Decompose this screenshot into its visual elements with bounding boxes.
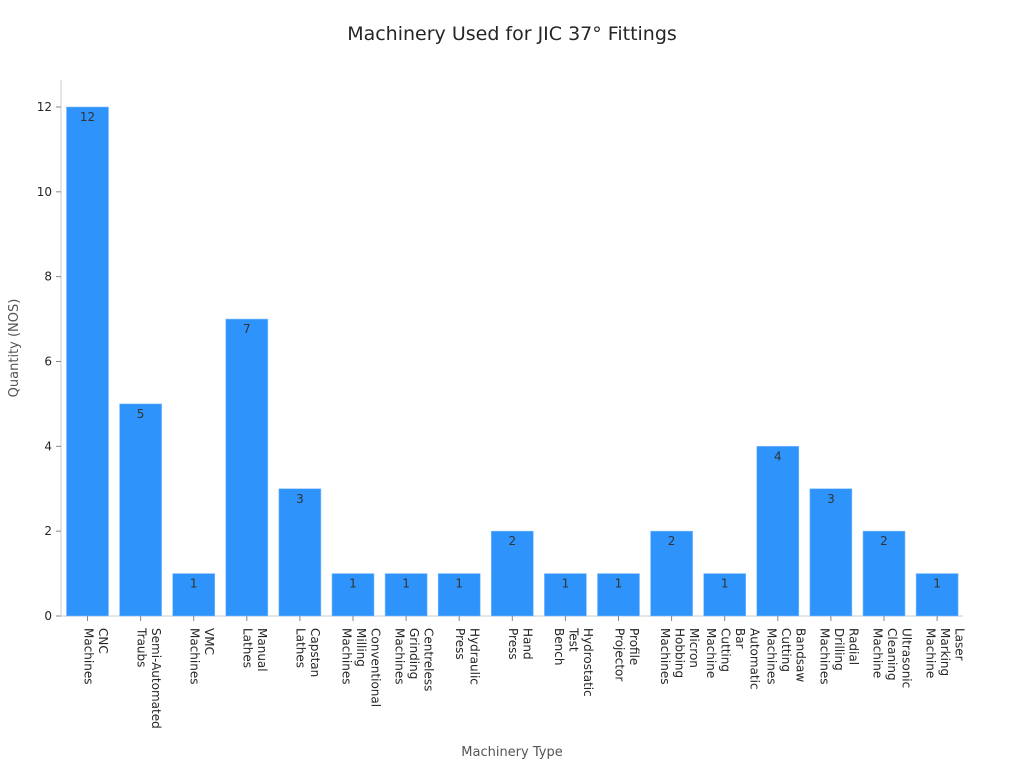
data-label: 2 xyxy=(880,534,888,548)
bar xyxy=(119,403,162,617)
bar xyxy=(544,573,587,617)
x-axis-label: Machinery Type xyxy=(461,745,562,760)
data-label: 3 xyxy=(296,492,304,506)
data-label: 1 xyxy=(455,577,463,591)
bar xyxy=(756,446,800,617)
data-label: 1 xyxy=(349,577,357,591)
data-label: 2 xyxy=(668,534,676,548)
bar xyxy=(650,530,693,617)
bar xyxy=(278,488,322,617)
y-tick-label: 10 xyxy=(37,185,52,199)
bar xyxy=(597,573,640,617)
data-label: 4 xyxy=(774,449,782,463)
data-label: 3 xyxy=(827,492,835,506)
x-tick-label: VMCMachines xyxy=(187,628,216,684)
bar xyxy=(915,573,959,617)
x-tick-label: HandPress xyxy=(506,628,535,660)
bar xyxy=(703,573,747,617)
x-tick-label: UltrasonicCleaningMachine xyxy=(871,628,914,688)
data-label: 1 xyxy=(615,577,623,591)
data-label: 1 xyxy=(190,577,198,591)
bar xyxy=(225,318,269,617)
x-tick-label: HydrostaticTestBench xyxy=(552,627,595,697)
x-tick-label: ConventionalMillingMachines xyxy=(340,628,383,707)
x-tick-label: HydraulicPress xyxy=(453,628,482,685)
bar xyxy=(172,573,215,617)
x-tick-label: RadialDrillingMachines xyxy=(817,628,860,684)
data-label: 1 xyxy=(562,577,570,591)
bar xyxy=(862,530,906,617)
chart-title: Machinery Used for JIC 37° Fittings xyxy=(347,23,677,45)
data-label: 7 xyxy=(243,322,251,336)
y-tick-label: 6 xyxy=(44,355,52,369)
data-label: 2 xyxy=(508,534,516,548)
y-tick-label: 2 xyxy=(44,524,52,538)
x-tick-label: ProfileProjector xyxy=(612,628,641,681)
data-label: 1 xyxy=(933,577,941,591)
x-tick-label: CapstanLathes xyxy=(294,628,323,677)
y-axis-label: Quantity (NOS) xyxy=(7,299,22,398)
x-tick-label: CentrelessGrindingMachines xyxy=(393,628,436,691)
x-tick-label: LaserMarkingMachine xyxy=(924,628,967,678)
data-label: 1 xyxy=(402,577,410,591)
x-tick-label: Semi-AutomatedTraubs xyxy=(134,627,163,729)
data-label: 5 xyxy=(137,407,145,421)
x-tick-label: MicronHobbingMachines xyxy=(658,628,701,684)
y-tick-label: 0 xyxy=(44,609,52,623)
x-tick-label: BandsawCuttingMachines xyxy=(764,628,807,684)
x-tick-label: CNCMachines xyxy=(81,628,110,684)
bar xyxy=(66,106,109,617)
bar xyxy=(809,488,853,617)
data-label: 1 xyxy=(721,577,729,591)
y-tick-label: 8 xyxy=(44,270,52,284)
x-tick-label: AutomaticBarCuttingMachine xyxy=(704,628,762,690)
x-tick-label: ManualLathes xyxy=(241,628,270,672)
data-label: 12 xyxy=(80,110,95,124)
y-tick-label: 4 xyxy=(44,439,52,453)
y-tick-label: 12 xyxy=(37,100,52,114)
